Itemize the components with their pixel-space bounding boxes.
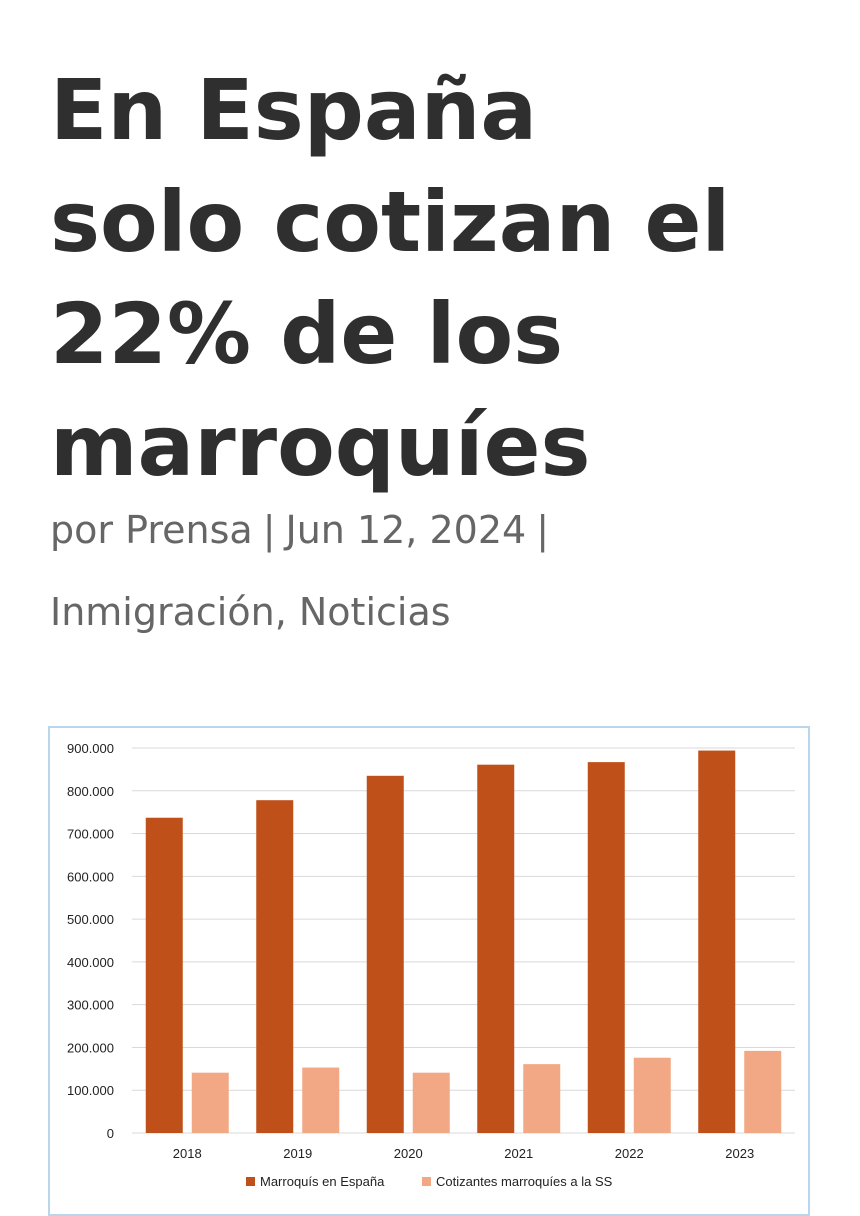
legend-swatch (246, 1177, 255, 1186)
bar-marroquis (698, 750, 736, 1133)
y-tick-label: 400.000 (67, 955, 114, 970)
legend-label: Marroquís en España (260, 1174, 385, 1189)
bar-cotizantes (302, 1067, 340, 1133)
article-title-line-2: solo cotizan el (50, 173, 731, 271)
bar-cotizantes (523, 1064, 561, 1133)
y-tick-label: 900.000 (67, 741, 114, 756)
article-title: En España solo cotizan el 22% de los mar… (50, 54, 830, 502)
article-title-line-1: En España (50, 61, 538, 159)
y-tick-label: 700.000 (67, 827, 114, 842)
author-link[interactable]: Prensa (125, 508, 253, 552)
legend-label: Cotizantes marroquíes a la SS (436, 1174, 613, 1189)
bar-cotizantes (191, 1072, 229, 1133)
chart-image: 0 100.000 200.000 300.000 400.000 500.000 600.… (48, 726, 810, 1216)
byline-prefix: por (50, 508, 113, 552)
category-joiner: , (274, 590, 287, 634)
x-tick-label: 2021 (504, 1146, 533, 1161)
x-tick-label: 2019 (283, 1146, 312, 1161)
y-tick-label: 100.000 (67, 1083, 114, 1098)
category-link-inmigracion[interactable]: Inmigración (50, 590, 275, 634)
category-link-noticias[interactable]: Noticias (298, 590, 451, 634)
bar-marroquis (366, 775, 404, 1133)
bar-marroquis (256, 800, 294, 1133)
bar-cotizantes (633, 1057, 671, 1133)
bar-marroquis (477, 764, 515, 1133)
post-date: Jun 12, 2024 (285, 508, 527, 552)
y-tick-label: 0 (107, 1126, 114, 1141)
y-tick-label: 600.000 (67, 869, 114, 884)
x-tick-label: 2020 (394, 1146, 423, 1161)
meta-separator: | (262, 508, 276, 552)
bar-marroquis (145, 817, 183, 1133)
bar-marroquis (587, 762, 625, 1133)
y-tick-label: 800.000 (67, 784, 114, 799)
legend-swatch (422, 1177, 431, 1186)
y-tick-label: 300.000 (67, 998, 114, 1013)
y-tick-label: 500.000 (67, 912, 114, 927)
bar-cotizantes (412, 1072, 450, 1133)
post-categories: Inmigración, Noticias (50, 586, 451, 638)
article-title-line-3: 22% de los (50, 285, 564, 383)
bar-cotizantes (744, 1050, 782, 1133)
x-tick-label: 2018 (173, 1146, 202, 1161)
article-title-line-4: marroquíes (50, 397, 591, 495)
x-tick-label: 2022 (615, 1146, 644, 1161)
bar-chart: 0 100.000 200.000 300.000 400.000 500.000 600.… (67, 741, 795, 1189)
x-tick-label: 2023 (725, 1146, 754, 1161)
y-tick-label: 200.000 (67, 1040, 114, 1055)
meta-separator-trailing: | (536, 508, 549, 552)
post-meta: por Prensa | Jun 12, 2024 | (50, 504, 559, 556)
